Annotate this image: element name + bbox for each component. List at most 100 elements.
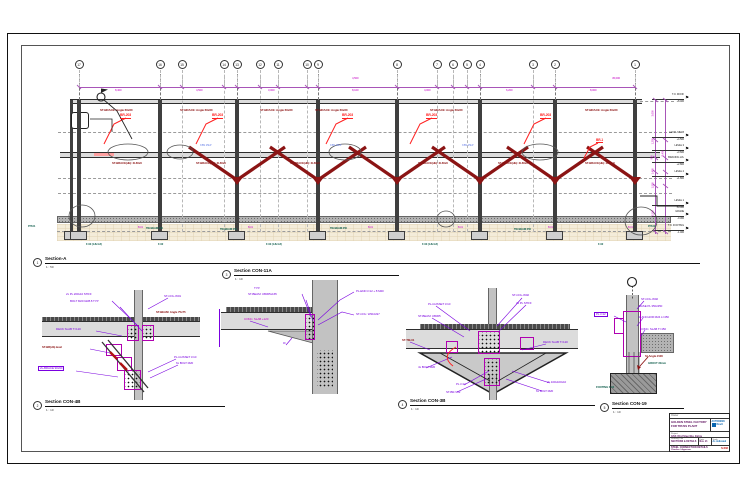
drawing-line: [497, 352, 547, 382]
annotation-label: CONC. SLAB +120: [244, 317, 269, 321]
drawing-line: [149, 364, 179, 379]
level-name: GRADE: [675, 210, 684, 213]
dim-tick: [530, 84, 536, 90]
dim-tick: [450, 84, 456, 90]
annotation-label: TIE BEAM 250: [220, 228, 237, 231]
project-value: GSF, Khd Steel Bu. Extns: [671, 435, 703, 438]
project-label: Project: [671, 433, 678, 435]
column-4: [395, 100, 399, 233]
drawing-line: [109, 351, 118, 360]
logo-cell: AUTODESK Revit: [710, 419, 729, 431]
annotation-label: F-02: [158, 243, 164, 246]
drawing-line: [285, 337, 293, 346]
dim-tick: [662, 169, 669, 175]
dim-tick: [434, 84, 440, 90]
dim-tick: [652, 169, 659, 175]
dim-tick: [662, 97, 669, 103]
annotation-label: ST-COL-W02: [512, 293, 530, 297]
annotation-label: ST-BRACE(db): 2L60x6: [585, 161, 615, 165]
bubble-stub-11: [453, 70, 455, 87]
bubble-stub-5: [260, 70, 262, 87]
drawing-line: [498, 304, 527, 332]
bubble-stub-15: [555, 70, 557, 87]
annotation-label: BR-203: [120, 113, 132, 119]
annotation-label: 6x BOLT M20: [536, 389, 554, 393]
viewport-scale: 1 : 10: [235, 277, 243, 281]
drawing-line: [613, 315, 627, 323]
grid-dashed-0: [182, 76, 184, 232]
bay-dimension: 6,200: [506, 88, 513, 92]
annotation-label: TYP.: [254, 286, 260, 290]
foundation-pad-7: [626, 231, 643, 240]
level-elevation: +4.500: [676, 137, 685, 141]
dim-tick: [234, 84, 240, 90]
annotation-label: TIE BEAM 250: [330, 227, 347, 230]
annotation-label: F-02 (1.8x1.8): [86, 243, 102, 246]
level-line-7: [652, 230, 684, 231]
drawing-title-value: SECTIONS & DETAILS: [671, 440, 697, 443]
level-line-4: [652, 176, 684, 177]
dim-tick: [652, 137, 659, 143]
viewport-section-con-3b[interactable]: [400, 286, 585, 408]
detail-callout-ellipse: [436, 210, 456, 228]
sheet-number: S-502: [721, 447, 728, 450]
drawing-line: [439, 352, 491, 382]
bay-dimension: 8,100: [352, 88, 359, 92]
ground-slab: [57, 216, 671, 223]
viewport-section-con-11a[interactable]: [216, 268, 396, 398]
drawing-line: [431, 317, 465, 338]
drawing-line: [456, 378, 487, 393]
viewport-title-line: [45, 406, 225, 407]
marker-circle: [626, 276, 638, 288]
annotation-label: PIT-01: [28, 225, 36, 228]
level-elevation: +3.600: [676, 150, 685, 154]
level-line-2: [652, 150, 684, 151]
viewport-section-con-4b[interactable]: [30, 288, 220, 410]
annotation-label: GROUT 30mm: [648, 361, 666, 365]
viewport-title: Section CON-19: [612, 401, 647, 406]
detail-callout-ellipse: [328, 143, 362, 161]
annotation-label: B-01: [548, 226, 553, 229]
dim-tick: [652, 155, 659, 161]
footer-line1: STEEL CONNECTION DETAILS: [671, 446, 708, 449]
c11a-bolt-group: [317, 350, 333, 388]
annotation-label: ST-BRACE: Angle 60x60: [260, 108, 293, 112]
annotation-label: 90: [283, 342, 286, 345]
earth-hatch: [57, 224, 671, 241]
bubble-stub-14: [533, 70, 535, 87]
drawing-line: [431, 145, 481, 182]
level-name: BRACING LVL: [668, 156, 684, 159]
grid-dashed-6: [453, 76, 455, 232]
drawing-line: [511, 370, 551, 384]
date-value: Nov. 21: [699, 440, 708, 443]
annotation-label: ST-COL: W310x97: [356, 312, 380, 316]
annotation-label: ST-TIE-01: [402, 338, 415, 342]
viewport-number-3: 3: [222, 270, 231, 279]
title-block-footer-row: STEEL CONNECTION DETAILS Checker / Appro…: [670, 446, 729, 453]
bubble-stub-16: [635, 70, 637, 87]
drawing-line: [119, 362, 128, 371]
grid-dashed-2: [260, 76, 262, 232]
drawing-line: [89, 348, 111, 354]
drawing-line: [269, 145, 319, 182]
annotation-label: 2L 100x100x10: [547, 380, 567, 384]
c3b-plate-r: [520, 337, 534, 350]
title-block-project-row: Project GSF, Khd Steel Bu. Extns: [670, 432, 729, 438]
detail-callout-ellipse: [166, 144, 194, 160]
viewport-section-con-19[interactable]: [590, 276, 678, 410]
viewport-title: Section CON-3B: [410, 398, 446, 403]
annotation-label: St-Angle #100: [645, 354, 663, 358]
annotation-label: 4x BOLT M20: [418, 365, 436, 369]
column-0: [77, 100, 81, 233]
brace-hub: [231, 177, 243, 185]
c4b-deck: [42, 317, 200, 321]
column-7: [633, 100, 637, 233]
drawing-line: [119, 306, 143, 332]
grid-dashed-4: [307, 76, 309, 232]
section-marker-flag: [101, 88, 108, 93]
drawing-line: [396, 145, 446, 182]
viewport-section-a[interactable]: [28, 50, 728, 266]
viewport-title-line: [234, 275, 399, 276]
grid-bubble-14: 14: [219, 60, 229, 69]
